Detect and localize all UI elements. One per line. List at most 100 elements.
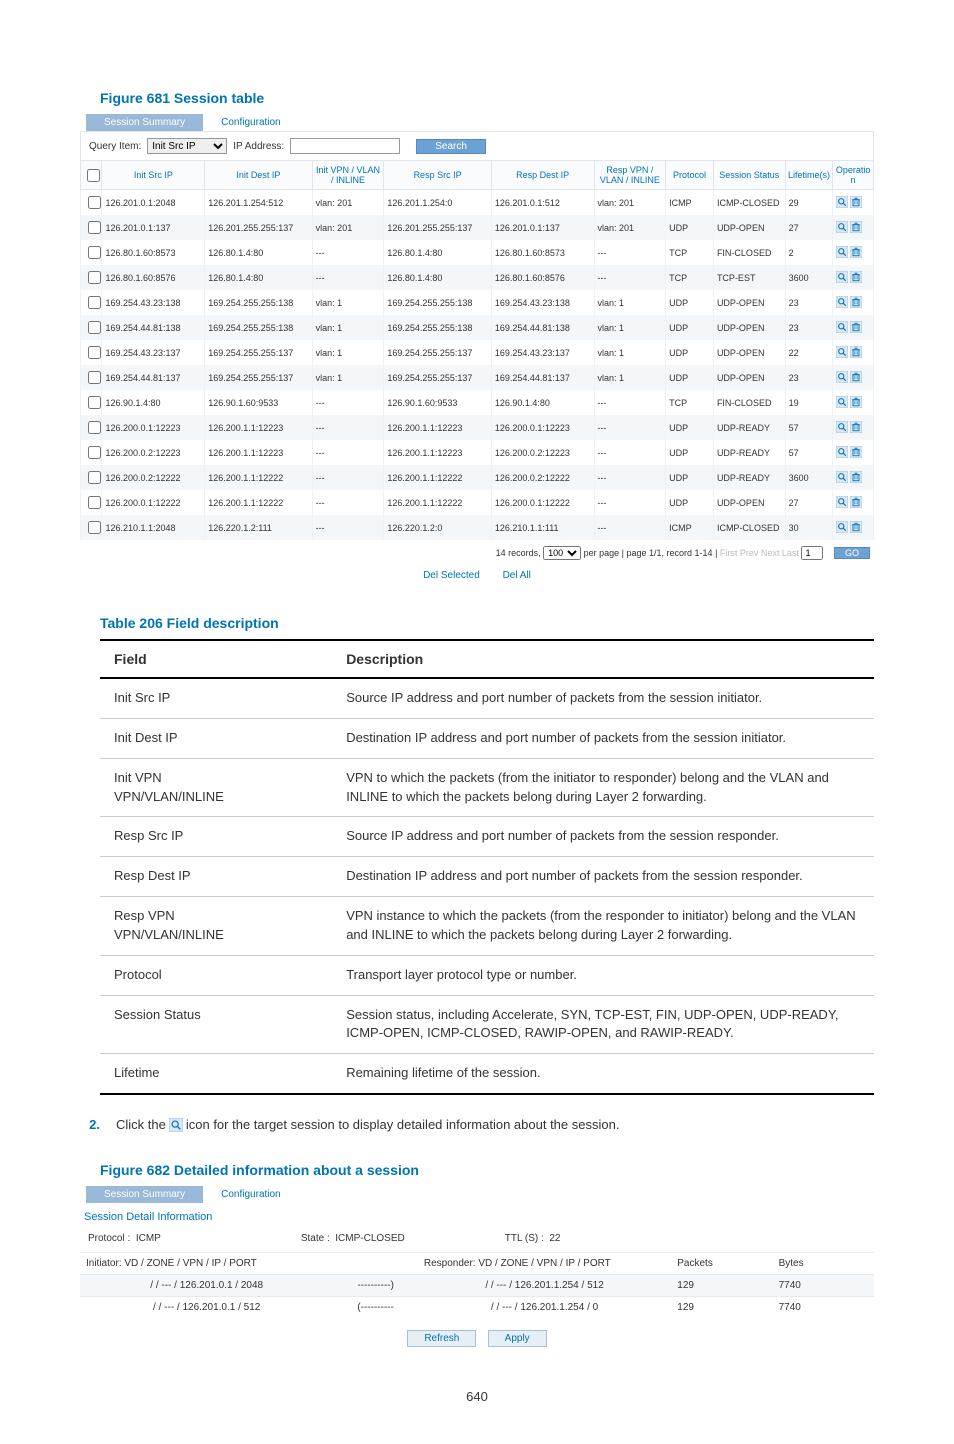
magnifier-icon[interactable] xyxy=(836,421,848,435)
pager-page-size[interactable]: 100 xyxy=(543,546,581,560)
table-206-title: Table 206 Field description xyxy=(100,615,874,631)
table-cell: --- xyxy=(594,240,666,265)
arrow-right-icon: ----------) xyxy=(333,1275,417,1297)
table-cell: 57 xyxy=(785,440,833,465)
apply-button[interactable]: Apply xyxy=(488,1330,547,1347)
table-cell: 126.201.0.1:2048 xyxy=(102,190,205,216)
select-all-checkbox[interactable] xyxy=(87,169,100,182)
table-cell: UDP-OPEN xyxy=(713,490,785,515)
row-checkbox[interactable] xyxy=(88,396,101,409)
table-cell: 169.254.255.255:137 xyxy=(205,365,312,390)
trash-icon[interactable] xyxy=(850,496,862,510)
trash-icon[interactable] xyxy=(850,296,862,310)
trash-icon[interactable] xyxy=(850,346,862,360)
row-checkbox[interactable] xyxy=(88,496,101,509)
magnifier-icon[interactable] xyxy=(836,521,848,535)
col-init-dest-ip[interactable]: Init Dest IP xyxy=(205,161,312,190)
col-init-src-ip[interactable]: Init Src IP xyxy=(102,161,205,190)
magnifier-icon[interactable] xyxy=(836,321,848,335)
magnifier-icon[interactable] xyxy=(836,471,848,485)
magnifier-icon[interactable] xyxy=(836,246,848,260)
search-button[interactable]: Search xyxy=(416,139,486,154)
table-cell: --- xyxy=(312,440,384,465)
table-cell: vlan: 1 xyxy=(312,365,384,390)
page-number: 640 xyxy=(80,1389,874,1404)
magnifier-icon[interactable] xyxy=(836,296,848,310)
table-cell: --- xyxy=(312,490,384,515)
col-init-vpn[interactable]: Init VPN / VLAN / INLINE xyxy=(312,161,384,190)
table-cell: UDP-OPEN xyxy=(713,340,785,365)
refresh-button[interactable]: Refresh xyxy=(407,1330,476,1347)
row-checkbox[interactable] xyxy=(88,196,101,209)
row-checkbox[interactable] xyxy=(88,221,101,234)
ip-address-input[interactable] xyxy=(290,138,400,154)
row-checkbox[interactable] xyxy=(88,371,101,384)
magnifier-icon xyxy=(169,1118,183,1132)
row-checkbox[interactable] xyxy=(88,521,101,534)
col-resp-src-ip[interactable]: Resp Src IP xyxy=(384,161,491,190)
field-row: Resp Dest IPDestination IP address and p… xyxy=(100,857,874,897)
table-cell: 27 xyxy=(785,490,833,515)
col-resp-dest-ip[interactable]: Resp Dest IP xyxy=(491,161,594,190)
tab-configuration-2[interactable]: Configuration xyxy=(203,1186,298,1203)
table-cell: 126.80.1.4:80 xyxy=(205,240,312,265)
field-desc: Transport layer protocol type or number. xyxy=(332,955,874,995)
table-cell: 126.90.1.4:80 xyxy=(491,390,594,415)
go-button[interactable]: GO xyxy=(834,547,870,559)
pager-page-input[interactable] xyxy=(801,546,823,560)
trash-icon[interactable] xyxy=(850,271,862,285)
field-name: Init VPNVPN/VLAN/INLINE xyxy=(100,758,332,817)
row-checkbox[interactable] xyxy=(88,346,101,359)
table-cell: vlan: 1 xyxy=(594,315,666,340)
trash-icon[interactable] xyxy=(850,421,862,435)
row-checkbox[interactable] xyxy=(88,296,101,309)
magnifier-icon[interactable] xyxy=(836,371,848,385)
row-checkbox[interactable] xyxy=(88,246,101,259)
trash-icon[interactable] xyxy=(850,196,862,210)
table-cell: 169.254.255.255:138 xyxy=(384,290,491,315)
table-cell: UDP-OPEN xyxy=(713,290,785,315)
trash-icon[interactable] xyxy=(850,246,862,260)
table-row: 126.210.1.1:2048126.220.1.2:111---126.22… xyxy=(81,515,874,540)
magnifier-icon[interactable] xyxy=(836,496,848,510)
row-checkbox[interactable] xyxy=(88,446,101,459)
table-cell: ICMP xyxy=(666,515,714,540)
magnifier-icon[interactable] xyxy=(836,396,848,410)
col-protocol[interactable]: Protocol xyxy=(666,161,714,190)
field-name: Resp VPNVPN/VLAN/INLINE xyxy=(100,897,332,956)
table-cell: 126.201.0.1:137 xyxy=(491,215,594,240)
magnifier-icon[interactable] xyxy=(836,196,848,210)
magnifier-icon[interactable] xyxy=(836,346,848,360)
del-all-link[interactable]: Del All xyxy=(503,570,531,581)
trash-icon[interactable] xyxy=(850,321,862,335)
del-selected-link[interactable]: Del Selected xyxy=(423,570,480,581)
table-row: 169.254.43.23:137169.254.255.255:137vlan… xyxy=(81,340,874,365)
table-cell: 126.200.1.1:12222 xyxy=(384,465,491,490)
table-cell: 169.254.43.23:137 xyxy=(491,340,594,365)
row-checkbox[interactable] xyxy=(88,271,101,284)
magnifier-icon[interactable] xyxy=(836,271,848,285)
trash-icon[interactable] xyxy=(850,396,862,410)
row-checkbox[interactable] xyxy=(88,471,101,484)
col-lifetime[interactable]: Lifetime(s) xyxy=(785,161,833,190)
trash-icon[interactable] xyxy=(850,221,862,235)
trash-icon[interactable] xyxy=(850,446,862,460)
col-resp-vpn[interactable]: Resp VPN / VLAN / INLINE xyxy=(594,161,666,190)
query-item-select[interactable]: Init Src IP xyxy=(147,138,227,154)
trash-icon[interactable] xyxy=(850,371,862,385)
trash-icon[interactable] xyxy=(850,471,862,485)
session-detail-panel: Session Summary Configuration Session De… xyxy=(80,1186,874,1359)
tab-session-summary[interactable]: Session Summary xyxy=(86,114,203,131)
tab-configuration[interactable]: Configuration xyxy=(203,114,298,131)
tab-session-summary-2[interactable]: Session Summary xyxy=(86,1186,203,1203)
trash-icon[interactable] xyxy=(850,521,862,535)
field-row: Resp Src IPSource IP address and port nu… xyxy=(100,817,874,857)
magnifier-icon[interactable] xyxy=(836,221,848,235)
table-cell: 126.200.0.2:12223 xyxy=(491,440,594,465)
col-session-status[interactable]: Session Status xyxy=(713,161,785,190)
magnifier-icon[interactable] xyxy=(836,446,848,460)
row-checkbox[interactable] xyxy=(88,321,101,334)
table-cell: 29 xyxy=(785,190,833,216)
row-checkbox[interactable] xyxy=(88,421,101,434)
detail-summary-row: Protocol : ICMP State : ICMP-CLOSED TTL … xyxy=(80,1229,874,1248)
